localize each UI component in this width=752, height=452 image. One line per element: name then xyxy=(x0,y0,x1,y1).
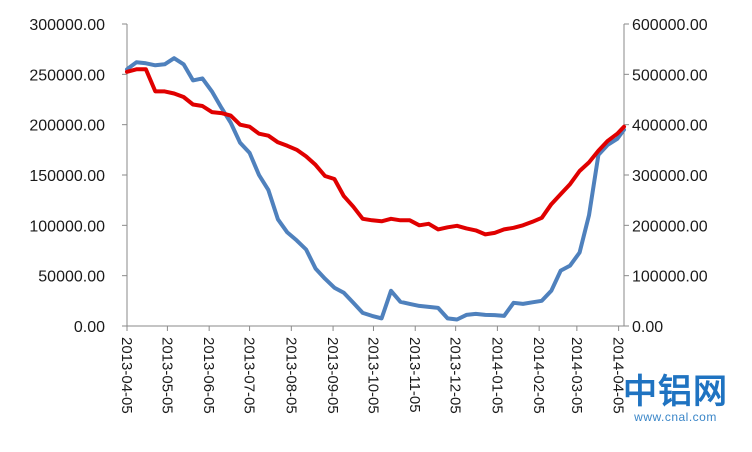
x-tick-label: 2014-01-05 xyxy=(488,337,505,414)
tick-labels: 0.00 50000.00 100000.00 150000.00 200000.00 2… xyxy=(29,17,707,414)
right-y-tick-label: 300000.00 xyxy=(632,168,708,185)
series-lines xyxy=(125,56,626,322)
x-tick-label: 2013-11-05 xyxy=(406,337,423,413)
left-y-tick-label: 150000.00 xyxy=(29,168,105,185)
right-y-tick-label: 200000.00 xyxy=(632,218,708,235)
x-tick-label: 2013-07-05 xyxy=(241,337,258,414)
left-y-tick-label: 250000.00 xyxy=(29,67,105,84)
x-tick-label: 2013-12-05 xyxy=(447,337,464,414)
left-y-tick-label: 50000.00 xyxy=(38,269,105,286)
left-y-tick-label: 0.00 xyxy=(74,319,105,336)
watermark-url: www.cnal.com xyxy=(634,410,717,424)
watermark: 中铝网 www.cnal.com xyxy=(623,374,728,424)
left-y-tick-label: 200000.00 xyxy=(29,118,105,135)
x-tick-label: 2013-06-05 xyxy=(200,337,217,414)
right-y-tick-label: 100000.00 xyxy=(632,269,708,286)
x-tick-label: 2013-04-05 xyxy=(118,337,135,414)
x-tick-label: 2013-10-05 xyxy=(364,337,381,414)
right-y-tick-label: 400000.00 xyxy=(632,118,708,135)
axes xyxy=(122,23,629,331)
watermark-logo: 中铝网 xyxy=(623,372,728,412)
x-tick-label: 2014-02-05 xyxy=(530,337,547,414)
right-y-tick-label: 500000.00 xyxy=(632,67,708,84)
left-y-tick-label: 100000.00 xyxy=(29,218,105,235)
right-y-tick-label: 600000.00 xyxy=(632,17,708,34)
series-line-left-axis xyxy=(125,56,626,322)
x-tick-label: 2013-05-05 xyxy=(158,337,175,414)
x-tick-label: 2013-09-05 xyxy=(324,337,341,414)
x-tick-label: 2013-08-05 xyxy=(282,337,299,414)
x-tick-label: 2014-04-05 xyxy=(610,337,627,414)
x-tick-label: 2014-03-05 xyxy=(568,337,585,414)
left-y-tick-label: 300000.00 xyxy=(29,17,105,34)
series-line-right-axis xyxy=(125,67,626,237)
right-y-tick-label: 0.00 xyxy=(632,319,663,336)
